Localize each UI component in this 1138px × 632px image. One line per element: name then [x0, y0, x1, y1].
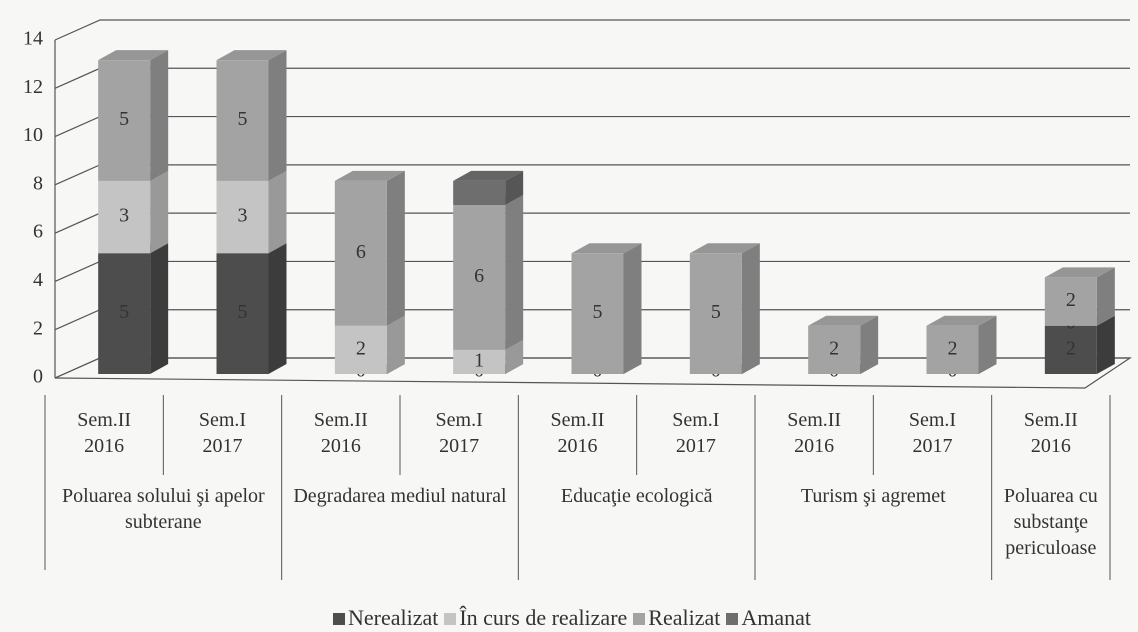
legend-label: Amanat — [741, 605, 812, 630]
bar-side — [623, 243, 642, 374]
x-tick-label: Sem.II 2016 — [787, 409, 842, 457]
y-tick-label: 8 — [33, 172, 43, 194]
bar — [334, 325, 387, 374]
bar — [334, 180, 387, 326]
bar — [98, 180, 151, 254]
y-tick-label: 0 — [33, 366, 43, 388]
group-label: Poluarea solului şi apelor subterane — [61, 485, 265, 533]
data-label: 3 — [238, 205, 248, 227]
data-label: 6 — [356, 241, 366, 263]
bar-top — [1044, 267, 1115, 278]
bar-top — [98, 50, 169, 61]
legend-label: În curs de realizare — [459, 605, 628, 630]
group-label: Degradarea mediul natural — [293, 485, 507, 507]
x-tick-label: Sem.II 2016 — [550, 409, 605, 457]
bar — [453, 205, 506, 350]
bar — [98, 60, 151, 181]
bar-side — [386, 170, 405, 326]
data-label: 1 — [474, 350, 484, 372]
y-tick-label: 10 — [23, 124, 43, 146]
data-label: 2 — [1066, 337, 1076, 359]
bar-side — [150, 50, 169, 181]
data-label: 2 — [1066, 289, 1076, 311]
bar-side — [505, 195, 524, 350]
x-tick-label: Sem.II 2016 — [313, 409, 368, 457]
bar — [689, 253, 742, 374]
bar — [216, 253, 269, 374]
bar-side — [505, 170, 524, 205]
bar — [453, 349, 506, 374]
x-tick-label: Sem.II 2016 — [77, 409, 132, 457]
bar-side — [150, 170, 169, 254]
legend-label: Realizat — [648, 605, 721, 630]
y-tick-label: 14 — [23, 28, 43, 50]
bar-side — [268, 170, 287, 254]
legend-swatch — [332, 613, 345, 625]
bar — [1044, 277, 1097, 326]
bar — [98, 253, 151, 374]
bar-side — [1096, 315, 1115, 374]
legend-swatch — [726, 613, 739, 625]
bar-side — [505, 339, 524, 374]
bar-side — [268, 50, 287, 181]
y-tick-label: 2 — [33, 317, 43, 339]
group-label: Educaţie ecologică — [560, 485, 713, 507]
bar-side — [150, 243, 169, 374]
data-label: 5 — [119, 301, 129, 323]
data-label: 6 — [474, 265, 484, 287]
data-label: 2 — [948, 337, 958, 359]
group-label: Poluarea cu substanţe periculoase — [1003, 485, 1098, 559]
bar-top — [926, 315, 997, 326]
bar — [808, 325, 861, 374]
y-tick-label: 6 — [33, 221, 43, 243]
grid-line — [54, 164, 1130, 186]
data-label: 3 — [119, 205, 129, 227]
legend-swatch — [444, 613, 457, 625]
bar-top — [689, 243, 760, 254]
x-tick-label: Sem.II 2016 — [1023, 409, 1078, 457]
floor — [54, 357, 1132, 389]
bar — [926, 325, 979, 374]
grid-line — [54, 19, 1130, 41]
x-tick-label: Sem.I 2017 — [198, 409, 247, 457]
x-tick-label: Sem.I 2017 — [435, 409, 483, 457]
bar-top — [453, 170, 524, 181]
bar — [1044, 325, 1097, 374]
bar — [453, 180, 506, 205]
data-label: 2 — [356, 337, 366, 359]
bar-top — [334, 170, 405, 181]
bar-side — [386, 315, 405, 374]
legend-swatch — [633, 613, 646, 625]
bar — [571, 253, 624, 374]
x-tick-label: Sem.I 2017 — [672, 409, 720, 457]
bar-top — [808, 315, 879, 326]
bar — [216, 180, 269, 254]
bar-side — [268, 243, 287, 374]
y-tick-label: 12 — [23, 76, 43, 98]
group-label: Turism şi agremet — [800, 485, 946, 507]
bar-side — [860, 315, 879, 374]
bar-side — [1096, 267, 1115, 326]
data-label: 5 — [711, 301, 721, 323]
bar — [216, 60, 269, 181]
bar-side — [741, 243, 760, 374]
grid-line — [54, 67, 1130, 89]
data-label: 5 — [119, 108, 129, 130]
data-label: 5 — [238, 108, 248, 130]
bar-top — [216, 50, 287, 61]
data-label: 5 — [593, 301, 603, 323]
bar-top — [571, 243, 642, 254]
bar-side — [978, 315, 997, 374]
legend: Nerealizat În curs de realizare Realizat Am… — [0, 605, 1138, 631]
y-tick-label: 4 — [33, 269, 43, 291]
grid-line — [54, 115, 1130, 138]
grid-line — [54, 212, 1130, 234]
data-label: 2 — [829, 337, 839, 359]
x-tick-label: Sem.I 2017 — [908, 409, 957, 457]
legend-label: Nerealizat — [347, 605, 439, 630]
data-label: 5 — [238, 301, 248, 323]
